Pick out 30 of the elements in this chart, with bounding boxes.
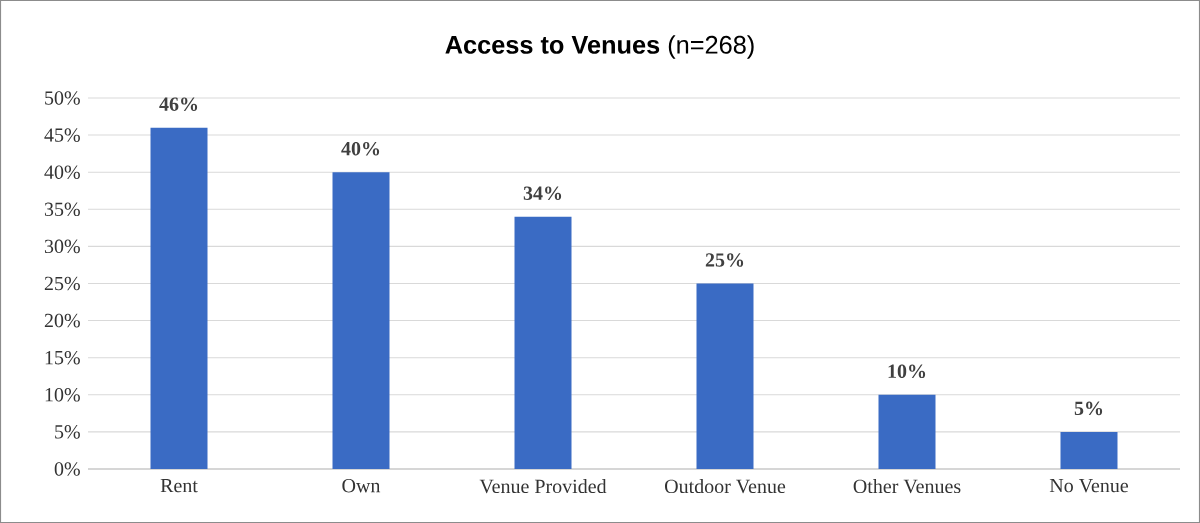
y-tick-label: 15% — [45, 350, 80, 365]
bar — [1060, 431, 1118, 469]
y-tick-label: 20% — [44, 313, 80, 328]
bar — [878, 394, 936, 469]
x-tick-label: Rent — [160, 479, 198, 493]
x-tick-label: No Venue — [1049, 479, 1129, 493]
y-tick-label: 0% — [54, 462, 80, 476]
bar — [514, 216, 572, 469]
y-tick-label: 5% — [55, 425, 80, 439]
data-label: 46% — [159, 97, 198, 111]
bar — [696, 283, 754, 469]
data-label: 25% — [705, 253, 744, 267]
x-tick-label: Outdoor Venue — [665, 479, 786, 494]
bar — [332, 172, 390, 469]
data-label: 5% — [1074, 401, 1103, 416]
y-tick-label: 35% — [44, 202, 80, 217]
bar — [150, 127, 208, 469]
chart-title: Access to Venues (n=268) — [445, 35, 754, 59]
y-tick-label: 25% — [44, 276, 80, 291]
data-label: 10% — [888, 364, 926, 379]
y-tick-label: 50% — [45, 91, 80, 105]
y-tick-label: 45% — [44, 128, 80, 142]
data-label: 40% — [341, 141, 380, 156]
x-tick-label: Other Venues — [853, 479, 961, 494]
data-label: 34% — [523, 186, 562, 201]
y-tick-label: 30% — [44, 239, 80, 254]
x-tick-label: Own — [342, 479, 381, 493]
x-tick-label: Venue Provided — [479, 479, 607, 494]
y-tick-label: 10% — [45, 388, 80, 402]
y-tick-label: 40% — [44, 165, 80, 179]
